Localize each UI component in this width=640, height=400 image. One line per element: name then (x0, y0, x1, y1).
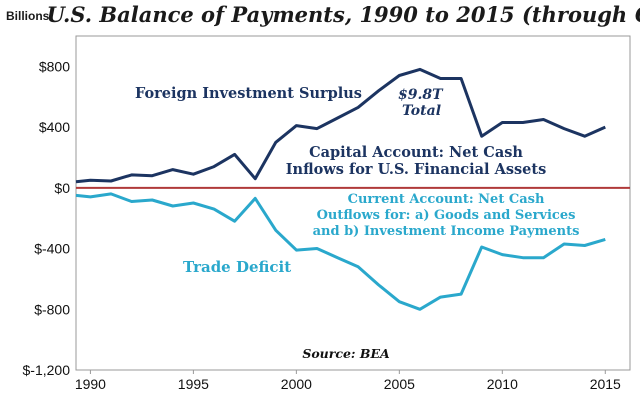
y-tick-label: $-800 (34, 301, 70, 317)
y-tick-label: $400 (39, 119, 70, 135)
y-tick-label: $0 (54, 180, 70, 196)
y-tick-label: $-400 (34, 241, 70, 257)
x-tick-label: 2010 (487, 376, 518, 392)
plot-frame (75, 35, 631, 371)
x-tick-label: 2000 (281, 376, 312, 392)
current-account-line1: Current Account: Net Cash (348, 192, 545, 207)
total-value-label: $9.8T (398, 87, 444, 103)
current-account-line (75, 192, 606, 311)
capital-account-line (75, 67, 606, 184)
current-account-line2: Outflows for: a) Goods and Services (317, 208, 576, 223)
series-layer (75, 67, 606, 311)
y-tick-label: $-1,200 (23, 362, 71, 378)
x-axis: 1990 1995 2000 2005 2010 2015 (75, 370, 621, 392)
current-account-line3: and b) Investment Income Payments (313, 224, 580, 239)
total-label: Total (402, 103, 441, 119)
trade-deficit-label: Trade Deficit (183, 258, 291, 276)
foreign-investment-label: Foreign Investment Surplus (135, 85, 362, 102)
chart-title: U.S. Balance of Payments, 1990 to 2015 (… (47, 2, 640, 27)
capital-account-line1: Capital Account: Net Cash (309, 144, 523, 161)
x-tick-label: 2015 (590, 376, 621, 392)
units-label: Billions (6, 9, 50, 23)
capital-account-line2: Inflows for U.S. Financial Assets (286, 161, 546, 178)
x-tick-label: 1995 (178, 376, 209, 392)
y-tick-label: $800 (39, 58, 70, 74)
source-label: Source: BEA (302, 346, 390, 361)
x-tick-label: 1990 (75, 376, 106, 392)
x-tick-label: 2005 (384, 376, 415, 392)
y-axis: $800 $400 $0 $-400 $-800 $-1,200 (23, 58, 71, 378)
